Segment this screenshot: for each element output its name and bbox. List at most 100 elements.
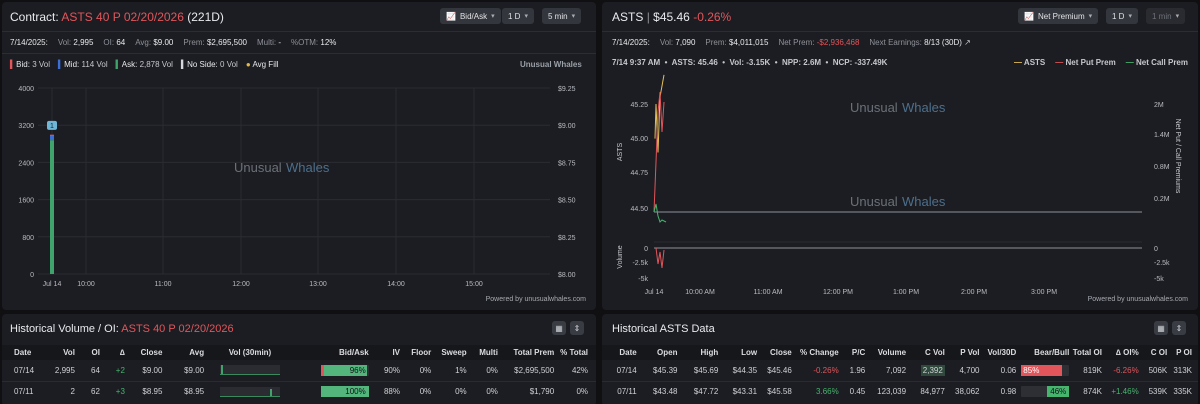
legend-asts[interactable]: — ASTS xyxy=(1013,58,1046,67)
table-row[interactable]: 07/11 2 62 +3 $8.95 $8.95 100% 88% 0% 0%… xyxy=(14,386,588,398)
hist-volume-table: Date Vol OI ∆ Close Avg Vol (30min) Bid/… xyxy=(2,345,596,402)
x-tick-label: 12:00 xyxy=(232,281,250,288)
legend-bid[interactable]: ▍Bid: 3 Vol xyxy=(10,60,50,69)
watermark-whales-2: Whales xyxy=(902,194,946,209)
y2-tick-label: $9.25 xyxy=(558,86,576,93)
legend-noside[interactable]: ▍No Side: 0 Vol xyxy=(180,60,238,69)
x-tick-label: 15:00 xyxy=(465,281,483,288)
watermark-whales: Whales xyxy=(902,100,946,115)
legend-net-put[interactable]: — Net Put Prem xyxy=(1055,58,1116,67)
bear-bull-bar: 46% xyxy=(1021,386,1070,398)
expand-icon[interactable]: ⇕ xyxy=(570,321,584,335)
table-header: Date Open High Low Close % Change P/C Vo… xyxy=(602,345,1198,360)
x-tick-label: 11:00 xyxy=(155,281,172,288)
x-tick-label: 3:00 PM xyxy=(1031,289,1057,296)
y2-tick-label: 1.4M xyxy=(1154,132,1170,139)
chevron-down-icon: ▾ xyxy=(491,13,495,20)
legend-mid[interactable]: ▍Mid: 114 Vol xyxy=(57,60,108,69)
x-tick-label: 14:00 xyxy=(387,281,405,288)
legend-ask[interactable]: ▍Ask: 2,878 Vol xyxy=(115,60,173,69)
hist-volume-title: Historical Volume / OI: ASTS 40 P 02/20/… xyxy=(10,323,234,335)
y2-tick-label: 0.2M xyxy=(1154,196,1170,203)
bid-ask-bar: 100% xyxy=(320,386,369,398)
contract-name: ASTS 40 P 02/20/2026 xyxy=(61,10,184,24)
external-link-icon[interactable]: ↗ xyxy=(964,38,971,47)
price-change: -0.26% xyxy=(693,10,732,24)
asts-title: ASTS | $45.46 -0.26% xyxy=(612,10,732,24)
legend-avgfill[interactable]: ● Avg Fill xyxy=(245,60,279,69)
y-tick-label: 44.50 xyxy=(630,206,648,213)
y-tick-label: 4000 xyxy=(18,86,34,93)
asts-panel: ASTS | $45.46 -0.26% 📈 Net Premium ▾ 1 D ▾ … xyxy=(602,2,1198,310)
table-header: Date Vol OI ∆ Close Avg Vol (30min) Bid/… xyxy=(2,345,596,360)
x-tick-label: 2:00 PM xyxy=(961,289,987,296)
asts-range-select[interactable]: 1 D ▾ xyxy=(1106,8,1138,24)
asts-info-bar: 7/14/2025: Vol: 7,090 Prem: $4,011,015 N… xyxy=(612,38,971,47)
asts-legend: — ASTS — Net Put Prem — Net Call Prem xyxy=(1014,58,1188,67)
table-row[interactable]: 07/14 2,995 64 +2 $9.00 $9.00 96% 90% 0%… xyxy=(2,360,596,381)
series-line-net-call xyxy=(653,203,667,223)
volume-tick-label: -5k xyxy=(638,276,648,283)
trade-marker-label: 1 xyxy=(50,123,54,130)
hist-asts-table: Date Open High Low Close % Change P/C Vo… xyxy=(602,345,1198,402)
volume-tick-label: -2.5k xyxy=(632,260,648,267)
volume-axis-label: Volume xyxy=(617,245,624,268)
volume2-tick-label: -2.5k xyxy=(1154,260,1170,267)
chart-type-icon: 📈 xyxy=(446,11,456,21)
range-select[interactable]: 1 D ▾ xyxy=(502,8,534,24)
y-tick-label: 45.00 xyxy=(630,136,648,143)
interval-select[interactable]: 5 min ▾ xyxy=(542,8,582,24)
y-axis-label: ASTS xyxy=(617,143,624,162)
calendar-icon[interactable]: ▦ xyxy=(1154,321,1168,335)
y-tick-label: 45.25 xyxy=(630,102,648,109)
volume-bars xyxy=(655,247,665,269)
y2-axis-label: Net Put / Call Premiums xyxy=(1174,119,1181,194)
hist-asts-title: Historical ASTS Data xyxy=(612,323,715,335)
y-tick-label: 2400 xyxy=(18,160,34,167)
bid-ask-bar: 96% xyxy=(320,364,369,376)
x-tick-label: 1:00 PM xyxy=(893,289,919,296)
y-tick-label: 0 xyxy=(30,272,34,279)
net-premium-select[interactable]: 📈 Net Premium ▾ xyxy=(1018,8,1099,24)
crosshair-tooltip: 7/14 9:37 AM • ASTS: 45.46 • Vol: -3.15K… xyxy=(612,58,888,67)
price: $45.46 xyxy=(653,10,690,24)
powered-by[interactable]: Powered by unusualwhales.com xyxy=(485,296,586,303)
watermark-unusual: Unusual xyxy=(234,160,282,175)
chevron-down-icon: ▾ xyxy=(571,13,576,20)
contract-legend: ▍Bid: 3 Vol ▍Mid: 114 Vol ▍Ask: 2,878 Vo… xyxy=(10,60,279,69)
table-row[interactable]: 07/11 $43.48 $47.72 $43.31 $45.58 3.66% … xyxy=(617,386,1192,398)
trade-marker xyxy=(47,120,57,130)
series-line-net-put xyxy=(653,91,665,213)
watermark-whales: Whales xyxy=(286,160,330,175)
series-line-asts xyxy=(654,74,665,153)
y2-tick-label: $8.00 xyxy=(558,272,576,279)
legend-net-call[interactable]: — Net Call Prem xyxy=(1125,58,1188,67)
vol-30min-sparkline xyxy=(219,365,280,376)
calendar-icon[interactable]: ▦ xyxy=(552,321,566,335)
x-tick-label: 11:00 AM xyxy=(753,289,782,296)
y2-tick-label: $9.00 xyxy=(558,123,576,130)
x-tick-label: Jul 14 xyxy=(645,289,664,296)
chart-type-select[interactable]: 📈 Bid/Ask ▾ xyxy=(440,8,501,24)
y-tick-label: 3200 xyxy=(18,123,34,130)
hist-volume-panel: Historical Volume / OI: ASTS 40 P 02/20/… xyxy=(2,314,596,404)
powered-by[interactable]: Powered by unusualwhales.com xyxy=(1087,296,1188,303)
chevron-down-icon: ▾ xyxy=(1128,13,1132,20)
table-row[interactable]: 07/14 $45.39 $45.69 $44.35 $45.46 -0.26%… xyxy=(602,360,1198,381)
y2-tick-label: $8.75 xyxy=(558,160,576,167)
chevron-down-icon: ▾ xyxy=(524,13,528,20)
bar-bid xyxy=(50,134,54,136)
asts-interval-select[interactable]: 1 min ▾ xyxy=(1146,8,1186,24)
brand-label: Unusual Whales xyxy=(520,60,582,69)
asts-chart: 44.50 44.75 45.00 45.25 0.2M 0.8M 1.4M 2M 0 -2.5k… xyxy=(617,74,1181,296)
expand-icon[interactable]: ⇕ xyxy=(1172,321,1186,335)
y-tick-label: 800 xyxy=(22,235,34,242)
y2-tick-label: 0.8M xyxy=(1154,164,1170,171)
volume-tick-label: 0 xyxy=(644,246,648,253)
contract-days: (221D) xyxy=(187,10,224,24)
x-tick-label: 10:00 AM xyxy=(685,289,715,296)
ticker: ASTS xyxy=(612,10,644,24)
bar-ask xyxy=(50,140,54,274)
contract-title: Contract: ASTS 40 P 02/20/2026 (221D) xyxy=(10,10,224,24)
bear-bull-bar: 85% xyxy=(1021,364,1070,376)
